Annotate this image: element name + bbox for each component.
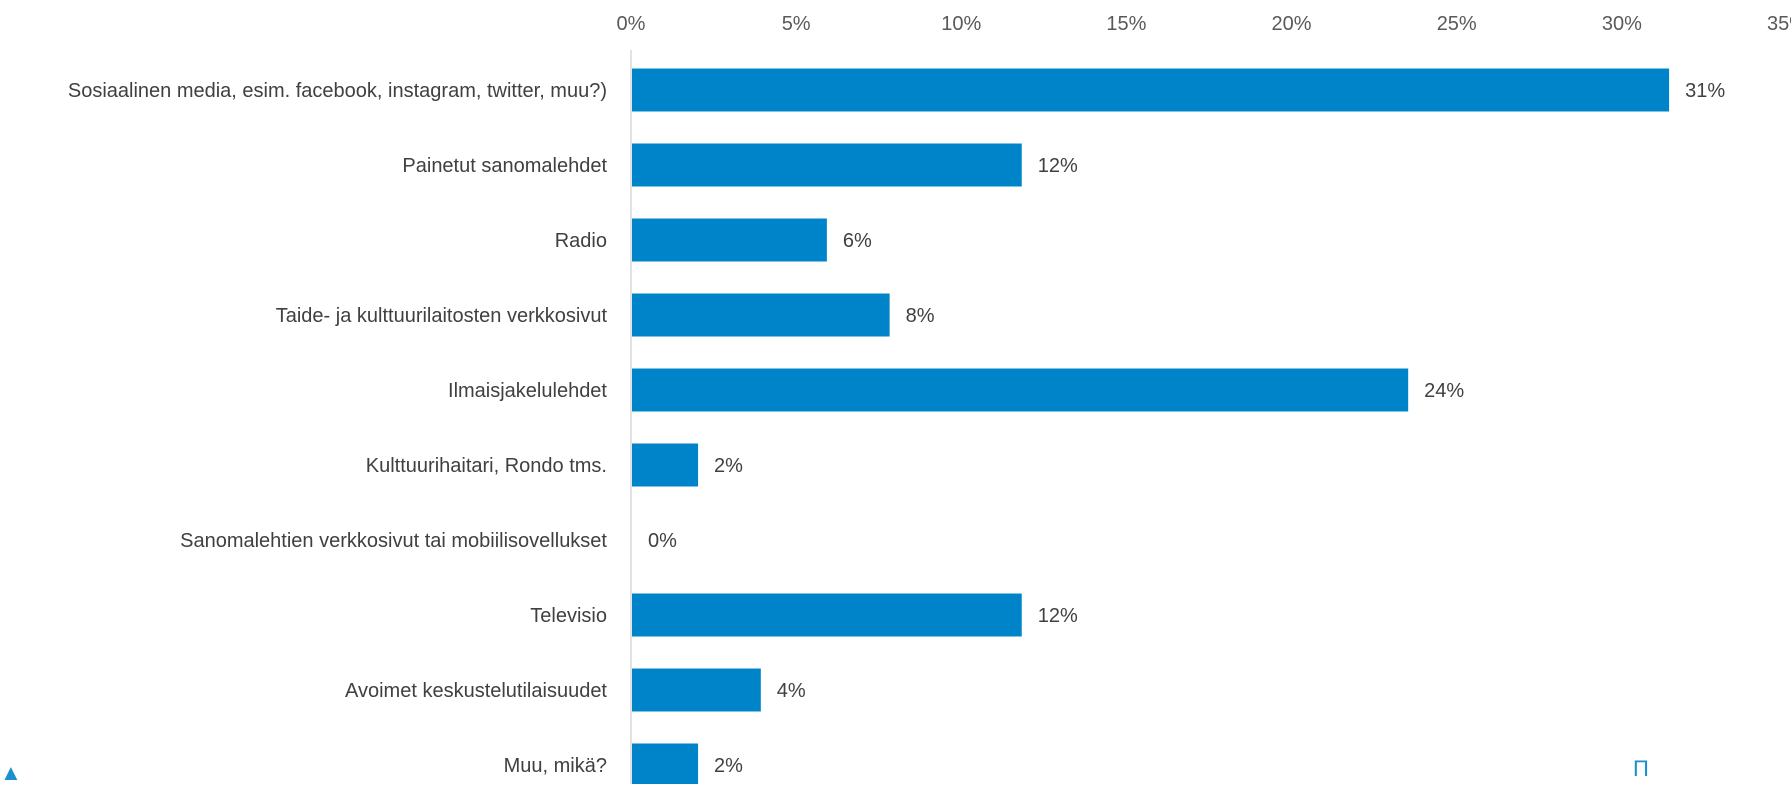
bar <box>632 68 1670 112</box>
bar <box>632 143 1022 187</box>
data-label: 24% <box>1424 380 1464 402</box>
bars <box>632 68 1670 784</box>
data-label: 12% <box>1038 155 1078 177</box>
x-tick-label: 0% <box>617 13 646 35</box>
bar <box>632 218 827 262</box>
category-label: Kulttuurihaitari, Rondo tms. <box>366 455 607 477</box>
category-label: Muu, mikä? <box>504 755 607 777</box>
bar <box>632 293 890 337</box>
x-tick-label: 30% <box>1602 13 1642 35</box>
bar <box>632 443 699 487</box>
category-label: Taide- ja kulttuurilaitosten verkkosivut <box>276 305 608 327</box>
bar <box>632 743 699 784</box>
category-label: Avoimet keskustelutilaisuudet <box>345 680 607 702</box>
x-tick-label: 35% <box>1767 13 1791 35</box>
data-label: 2% <box>714 755 743 777</box>
x-tick-label: 5% <box>782 13 811 35</box>
data-label: 12% <box>1038 605 1078 627</box>
data-label: 2% <box>714 455 743 477</box>
category-label: Sanomalehtien verkkosivut tai mobiilisov… <box>180 530 607 552</box>
x-tick-label: 20% <box>1272 13 1312 35</box>
bar <box>632 368 1409 412</box>
x-tick-label: 25% <box>1437 13 1477 35</box>
category-label: Televisio <box>530 605 607 627</box>
data-label: 6% <box>843 230 872 252</box>
category-label: Painetut sanomalehdet <box>402 155 607 177</box>
x-tick-label: 10% <box>941 13 981 35</box>
value-labels: 31% 12% 6% 8% 24% 2% 0% 12% 4% 2% <box>648 80 1725 777</box>
category-label: Radio <box>555 230 607 252</box>
data-label: 4% <box>777 680 806 702</box>
data-label: 31% <box>1685 80 1725 102</box>
x-tick-label: 15% <box>1106 13 1146 35</box>
bar <box>632 668 761 712</box>
blue-pillar-icon: Π <box>1633 756 1649 781</box>
category-label: Sosiaalinen media, esim. facebook, insta… <box>68 80 607 102</box>
bar <box>632 593 1022 637</box>
data-label: 0% <box>648 530 677 552</box>
blue-figure-icon: ▲ <box>0 760 22 785</box>
category-label: Ilmaisjakelulehdet <box>448 380 607 402</box>
data-label: 8% <box>906 305 935 327</box>
category-labels: Sosiaalinen media, esim. facebook, insta… <box>68 80 608 777</box>
x-axis-ticks: 0% 5% 10% 15% 20% 25% 30% 35% <box>617 13 1791 35</box>
